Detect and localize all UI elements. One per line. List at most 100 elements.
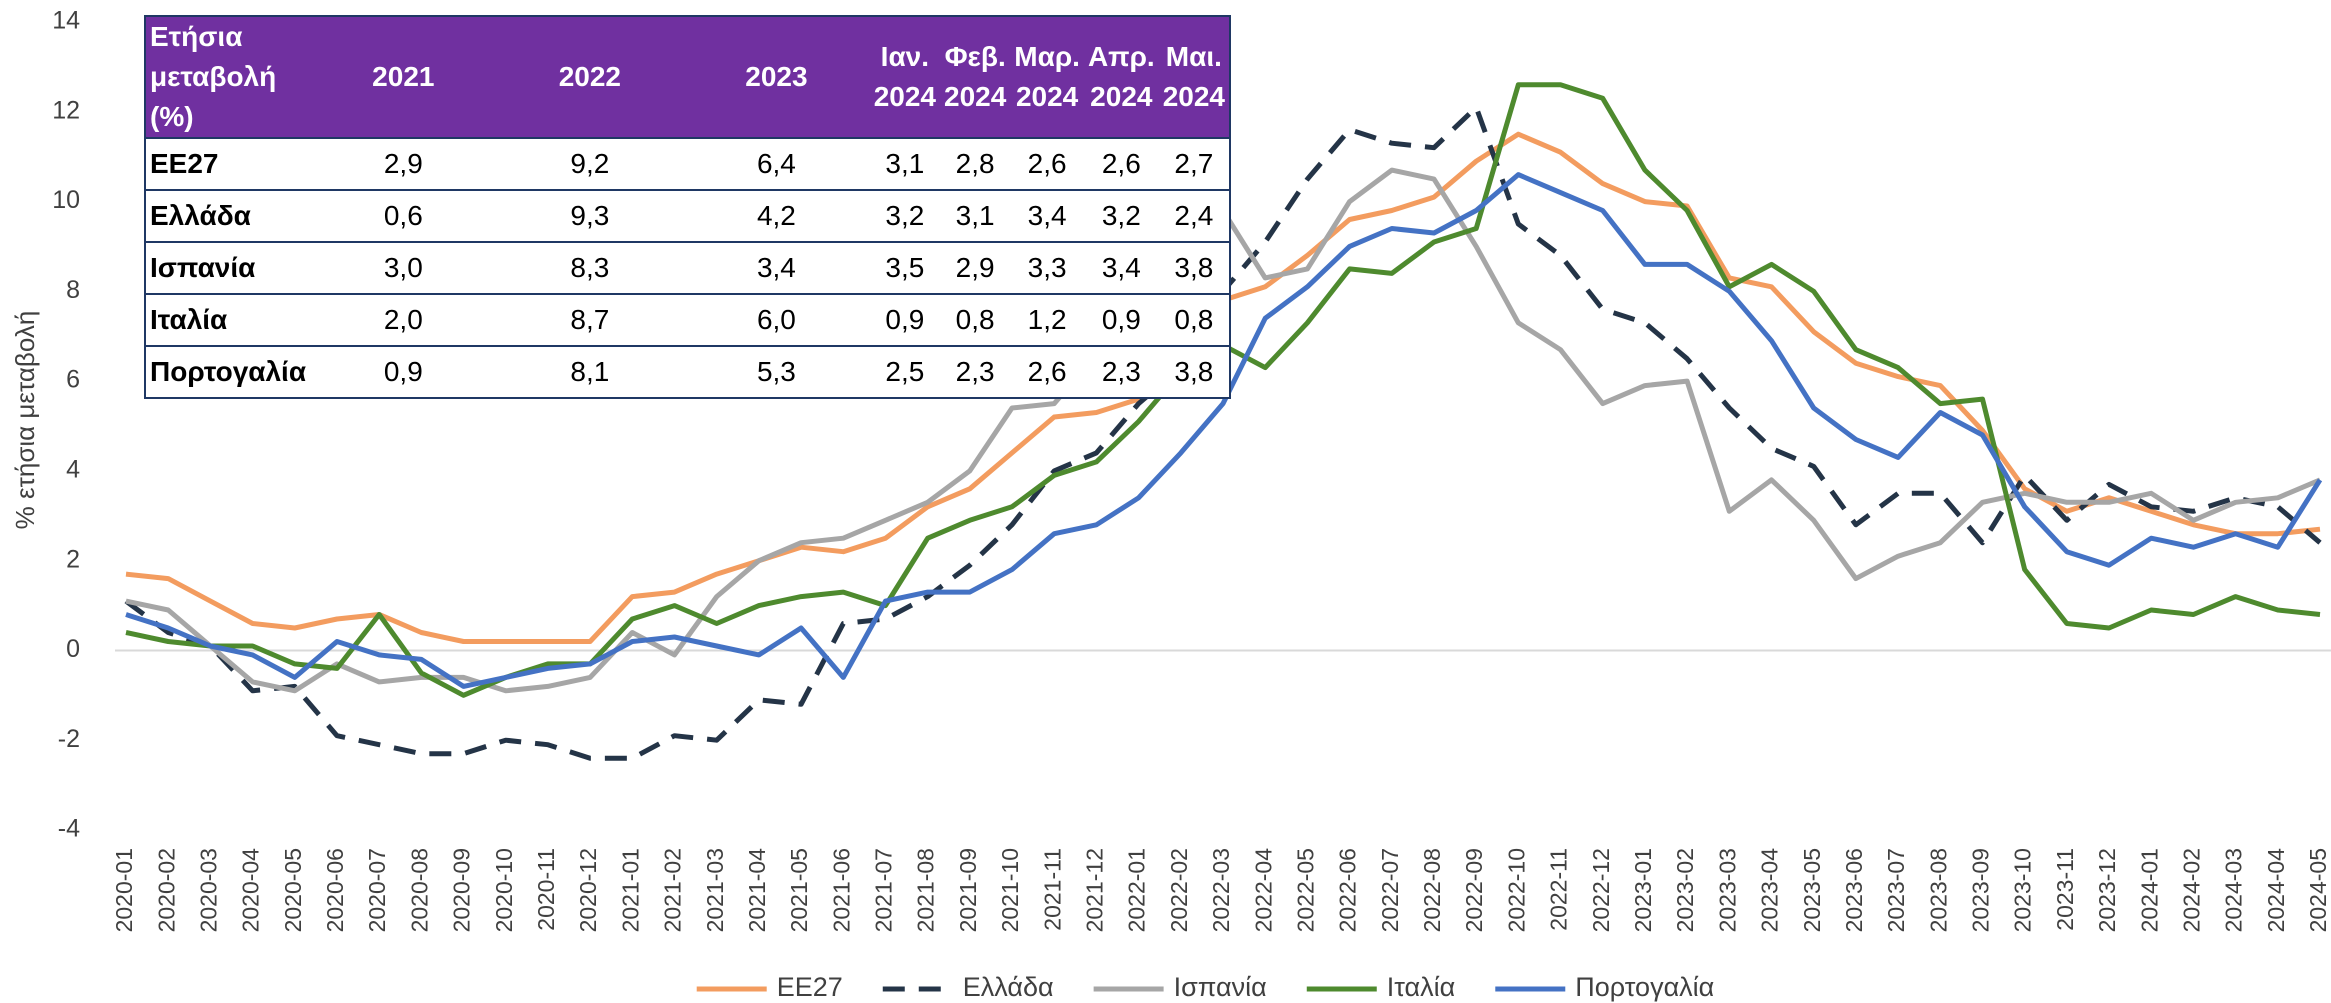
y-tick-label: 14 [52, 7, 80, 35]
table-cell: 0,8 [940, 293, 1011, 346]
table-row: Πορτογαλία 0,9 8,1 5,3 2,5 2,3 2,6 2,3 3,8 [145, 345, 1230, 398]
y-tick-label: 10 [52, 186, 80, 214]
x-tick-label: 2021-04 [744, 848, 770, 933]
table-cell: 1,2 [1010, 293, 1084, 346]
table-cell: 0,8 [1158, 293, 1230, 346]
x-tick-label: 2022-08 [1419, 848, 1445, 932]
table-row: Ισπανία 3,0 8,3 3,4 3,5 2,9 3,3 3,4 3,8 [145, 241, 1230, 294]
table-cell: 3,8 [1158, 345, 1230, 398]
table-cell: 3,3 [1010, 241, 1084, 294]
table-cell: 2,5 [869, 345, 940, 398]
x-tick-label: 2022-01 [1124, 848, 1150, 932]
y-tick-label: 8 [66, 276, 80, 304]
x-tick-label: 2021-03 [702, 848, 728, 932]
x-tick-label: 2024-04 [2263, 848, 2289, 933]
table-row: ΕΕ27 2,9 9,2 6,4 3,1 2,8 2,6 2,6 2,7 [145, 137, 1230, 190]
x-tick-label: 2020-03 [195, 848, 221, 932]
y-tick-label: 6 [66, 366, 80, 394]
x-tick-label: 2020-07 [364, 848, 390, 932]
x-tick-label: 2020-05 [280, 848, 306, 932]
x-tick-label: 2020-12 [575, 848, 601, 932]
x-tick-label: 2020-06 [322, 848, 348, 932]
x-tick-label: 2021-05 [786, 848, 812, 932]
x-tick-label: 2021-11 [1039, 848, 1065, 931]
y-axis-title: % ετήσια μεταβολή [10, 311, 40, 530]
x-tick-label: 2020-09 [449, 848, 475, 932]
x-tick-label: 2022-09 [1461, 848, 1487, 932]
y-tick-label: 0 [66, 635, 80, 663]
table-cell: 3,4 [683, 241, 870, 294]
x-tick-label: 2021-09 [955, 848, 981, 932]
table-cell: 2,6 [1010, 137, 1084, 190]
table-header: 2023 [683, 16, 870, 138]
table-cell: 2,6 [1010, 345, 1084, 398]
table-cell: 3,1 [869, 137, 940, 190]
x-tick-label: 2022-10 [1503, 848, 1529, 932]
table-cell: 0,9 [1083, 293, 1159, 346]
row-label: Ελλάδα [145, 189, 311, 242]
x-tick-label: 2022-04 [1250, 848, 1276, 933]
x-tick-label: 2022-02 [1166, 848, 1192, 932]
x-tick-label: 2023-05 [1799, 848, 1825, 932]
table-cell: 5,3 [683, 345, 870, 398]
table-cell: 3,2 [869, 189, 940, 242]
table-header: Ετήσια μεταβολή (%) [145, 16, 311, 138]
row-label: Ιταλία [145, 293, 311, 346]
x-tick-label: 2021-10 [997, 848, 1023, 932]
table-cell: 2,3 [1083, 345, 1159, 398]
x-tick-label: 2022-05 [1292, 848, 1318, 932]
x-tick-label: 2022-11 [1546, 848, 1572, 931]
x-tick-label: 2022-03 [1208, 848, 1234, 932]
table-header: Ιαν. 2024 [869, 16, 940, 138]
table-row: Ελλάδα 0,6 9,3 4,2 3,2 3,1 3,4 3,2 2,4 [145, 189, 1230, 242]
table-cell: 9,2 [496, 137, 684, 190]
x-tick-label: 2023-02 [1672, 848, 1698, 932]
x-tick-label: 2020-02 [153, 848, 179, 932]
table-cell: 3,4 [1083, 241, 1159, 294]
table-header: Απρ. 2024 [1083, 16, 1159, 138]
table-cell: 2,7 [1158, 137, 1230, 190]
table-cell: 4,2 [683, 189, 870, 242]
table-cell: 9,3 [496, 189, 684, 242]
x-tick-label: 2020-08 [406, 848, 432, 932]
row-label: Ισπανία [145, 241, 311, 294]
x-tick-label: 2024-05 [2305, 848, 2331, 932]
table-cell: 0,9 [869, 293, 940, 346]
x-tick-label: 2022-06 [1335, 848, 1361, 932]
y-tick-label: -2 [58, 725, 80, 753]
table-header: Μαι. 2024 [1158, 16, 1230, 138]
table-header: Φεβ. 2024 [940, 16, 1011, 138]
x-tick-label: 2022-07 [1377, 848, 1403, 932]
x-tick-label: 2023-09 [1968, 848, 1994, 932]
x-tick-label: 2020-04 [238, 848, 264, 933]
table-cell: 3,5 [869, 241, 940, 294]
legend-label: Πορτογαλία [1575, 972, 1714, 1002]
x-tick-label: 2023-11 [2052, 848, 2078, 931]
table-header: 2021 [310, 16, 497, 138]
legend-label: ΕΕ27 [777, 972, 843, 1002]
x-tick-label: 2020-01 [111, 848, 137, 932]
x-tick-label: 2021-01 [617, 848, 643, 932]
x-tick-label: 2021-12 [1082, 848, 1108, 932]
table-cell: 3,2 [1083, 189, 1159, 242]
x-tick-label: 2023-08 [1925, 848, 1951, 932]
x-tick-label: 2022-12 [1588, 848, 1614, 932]
legend-label: Ισπανία [1174, 972, 1267, 1002]
table-cell: 0,9 [310, 345, 497, 398]
x-tick-label: 2023-04 [1757, 848, 1783, 933]
x-tick-label: 2023-07 [1883, 848, 1909, 932]
table-cell: 3,0 [310, 241, 497, 294]
table-cell: 2,0 [310, 293, 497, 346]
x-tick-label: 2024-02 [2179, 848, 2205, 932]
table-header: 2022 [496, 16, 684, 138]
x-tick-label: 2024-03 [2221, 848, 2247, 932]
table-cell: 2,9 [940, 241, 1011, 294]
table-cell: 6,0 [683, 293, 870, 346]
x-tick-label: 2021-08 [913, 848, 939, 932]
y-tick-label: -4 [58, 815, 80, 843]
table-cell: 8,3 [496, 241, 684, 294]
table-cell: 0,6 [310, 189, 497, 242]
table-cell: 3,8 [1158, 241, 1230, 294]
